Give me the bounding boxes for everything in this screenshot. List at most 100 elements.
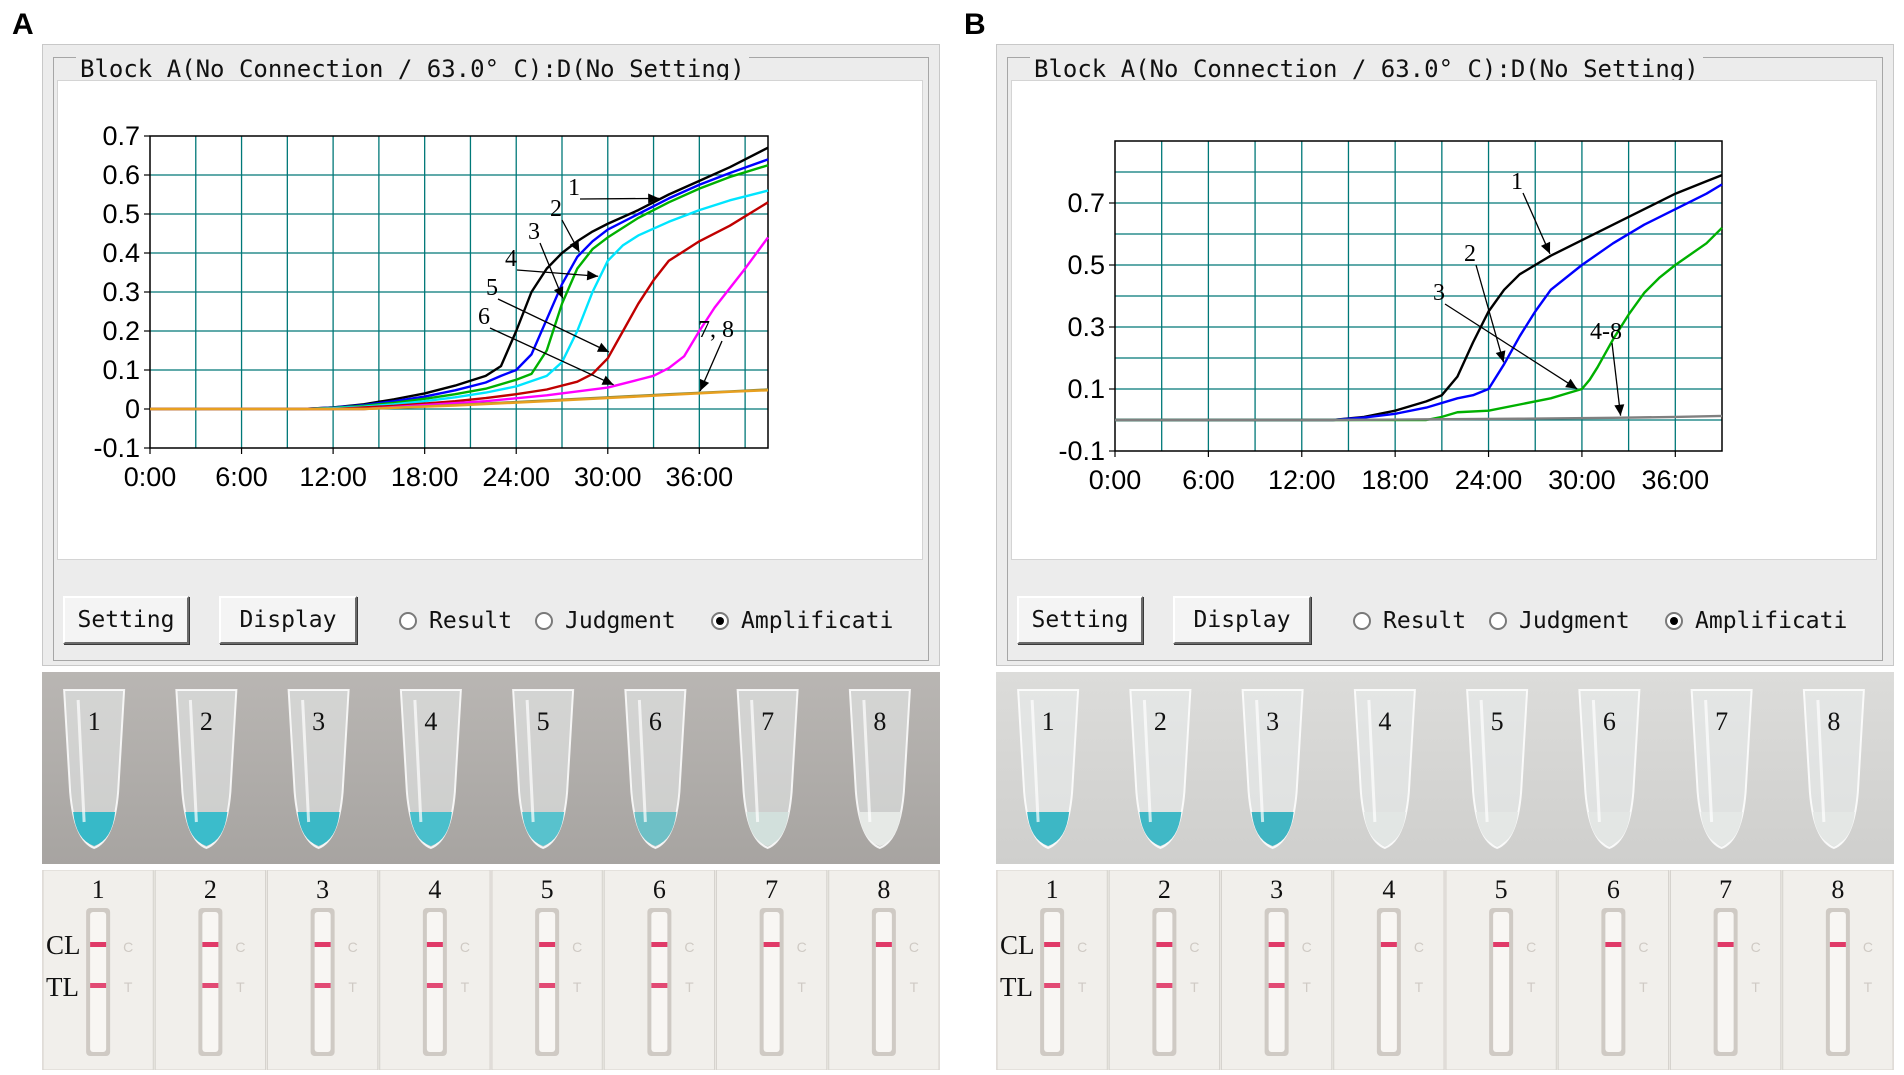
x-tick-label: 12:00 (1268, 465, 1336, 495)
curve-annotation-label: 3 (1433, 280, 1445, 306)
cassette-c-mark: C (909, 939, 919, 955)
control-line (1268, 942, 1285, 947)
result-radio[interactable]: Result (1353, 606, 1466, 636)
tube: 7 (736, 689, 799, 850)
series-line-8 (150, 389, 769, 411)
y-tick-label: -0.1 (1058, 436, 1105, 466)
tube-photo-b: 1 2 3 4 5 6 7 8 (996, 672, 1894, 864)
tube-number-label: 4 (1378, 707, 1391, 736)
annotation-arrowhead (601, 375, 614, 385)
curve-annotation-label: 2 (1464, 241, 1476, 267)
control-line (763, 942, 780, 947)
cassette-t-mark: T (124, 979, 133, 995)
lateral-flow-strip: C T 1 (42, 870, 154, 1070)
series-line-2 (150, 158, 769, 411)
x-tick-label: 24:00 (1455, 465, 1523, 495)
test-line (90, 983, 107, 988)
setting-button[interactable]: Setting (1017, 596, 1143, 644)
test-line (202, 983, 219, 988)
tube-number-label: 8 (1827, 707, 1840, 736)
x-tick-label: 24:00 (482, 462, 550, 492)
radio-icon (535, 612, 553, 630)
annotation-arrowhead (586, 270, 599, 281)
annotation-arrowhead (648, 193, 660, 204)
result-radio-label: Result (429, 608, 513, 634)
cassette-t-mark: T (1190, 979, 1199, 995)
cassette-t-mark: T (910, 979, 919, 995)
tube: 1 (1017, 689, 1080, 850)
cassette-c-mark: C (1189, 939, 1199, 955)
amplification-radio[interactable]: Amplificati (711, 606, 893, 636)
tube-highlight (1591, 699, 1601, 823)
cassette-t-mark: T (1078, 979, 1087, 995)
test-line (1268, 983, 1285, 988)
strip-number-label: 1 (1046, 875, 1059, 904)
tube: 6 (1578, 689, 1641, 850)
amplification-radio-label: Amplificati (741, 608, 894, 634)
strip-membrane (1156, 912, 1173, 1052)
annotation-arrow-line (1475, 264, 1505, 363)
strip-membrane (1380, 912, 1397, 1052)
curve-annotation-label: 2 (550, 196, 562, 222)
curve-annotation-label: 3 (528, 219, 540, 245)
y-tick-label: 0.3 (102, 277, 140, 307)
plot-frame (1114, 140, 1723, 452)
control-line (1493, 942, 1510, 947)
tube-highlight (1704, 699, 1714, 823)
cassette-t-mark: T (1864, 979, 1873, 995)
cassette-c-mark: C (1077, 939, 1087, 955)
strip-membrane (202, 912, 219, 1052)
panel-b: Block A(No Connection / 63.0° C):D(No Se… (996, 44, 1894, 1070)
tube-highlight (1255, 699, 1265, 823)
x-tick-label: 36:00 (666, 462, 734, 492)
radio-icon (1353, 612, 1371, 630)
y-tick-label: 0.2 (102, 316, 140, 346)
control-line-label: CL (1000, 930, 1035, 960)
cassette-c-mark: C (1526, 939, 1536, 955)
test-line (1044, 983, 1061, 988)
strip-number-label: 3 (1270, 875, 1283, 904)
display-button[interactable]: Display (219, 596, 357, 644)
result-radio[interactable]: Result (399, 606, 512, 636)
amplification-chart-b: -0.1 0.1 0.3 0.5 0.7 0:00 6:00 12:00 18:00 24:00 3… (1058, 140, 1723, 495)
test-line (651, 983, 668, 988)
annotation-arrowhead (1565, 378, 1578, 389)
series-line-1 (1115, 173, 1723, 422)
judgment-radio[interactable]: Judgment (535, 606, 676, 636)
annotation-arrow-line (1444, 303, 1578, 390)
cassette-t-mark: T (685, 979, 694, 995)
curve-annotation-label: 7, 8 (698, 317, 734, 343)
tube-number-label: 5 (537, 707, 550, 736)
control-line (875, 942, 892, 947)
series-line-4 (150, 189, 769, 411)
cassette-c-mark: C (235, 939, 245, 955)
panel-a-letter: A (12, 8, 34, 41)
panel-a: Block A(No Connection / 63.0° C):D(No Se… (42, 44, 940, 1070)
tube-highlight (413, 699, 423, 823)
tube-highlight (76, 699, 86, 823)
series-line-2 (1115, 183, 1723, 422)
annotation-arrow-line (497, 298, 610, 353)
tube-highlight (1816, 699, 1826, 823)
display-button[interactable]: Display (1173, 596, 1311, 644)
strip-membrane (90, 912, 107, 1052)
strip-number-label: 7 (765, 875, 778, 904)
series-line-6 (150, 236, 769, 411)
tube-number-label: 7 (761, 707, 774, 736)
setting-button[interactable]: Setting (63, 596, 189, 644)
annotation-arrowhead (1495, 350, 1506, 363)
tube-highlight (637, 699, 647, 823)
control-line-label: CL (46, 930, 81, 960)
cassette-t-mark: T (1639, 979, 1648, 995)
window-title-a: Block A(No Connection / 63.0° C):D(No Se… (76, 56, 749, 82)
judgment-radio[interactable]: Judgment (1489, 606, 1630, 636)
strip-membrane (763, 912, 780, 1052)
amplification-window-b: Block A(No Connection / 63.0° C):D(No Se… (996, 44, 1894, 666)
amplification-radio[interactable]: Amplificati (1665, 606, 1847, 636)
strip-number-label: 3 (316, 875, 329, 904)
curve-annotation-label: 4-8 (1590, 319, 1622, 345)
cassette-c-mark: C (1863, 939, 1873, 955)
tube-number-label: 5 (1491, 707, 1504, 736)
strip-number-label: 4 (428, 875, 441, 904)
cassette-t-mark: T (348, 979, 357, 995)
